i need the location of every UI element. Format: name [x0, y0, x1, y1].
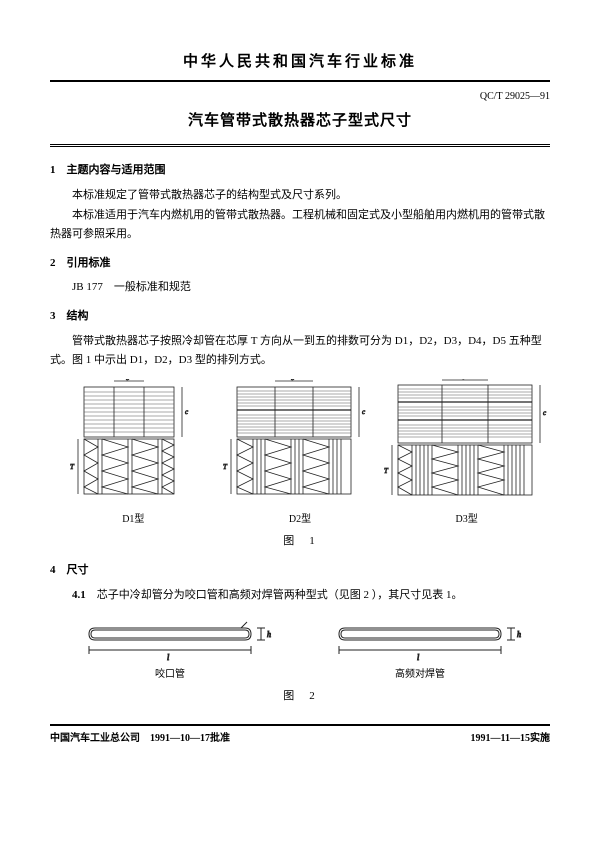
figure-1-label-d3: D3型: [456, 511, 478, 528]
org-title: 中华人民共和国汽车行业标准: [50, 50, 550, 76]
section-3-heading: 3 结构: [50, 307, 550, 326]
svg-text:h: h: [517, 630, 521, 639]
svg-text:c: c: [362, 408, 366, 416]
svg-text:b: b: [291, 379, 295, 382]
header-rule: [50, 80, 550, 82]
svg-text:b: b: [126, 379, 130, 382]
section-2-reference: JB 177 一般标准和规范: [50, 278, 550, 297]
figure-2-label-right: 高频对焊管: [395, 666, 445, 683]
figure-2: l h l h: [50, 614, 550, 664]
svg-text:T: T: [70, 463, 75, 471]
figure-1-d1: b c T: [50, 379, 207, 509]
figure-2-right: l h: [325, 614, 525, 664]
figure-2-labels: 咬口管 高频对焊管: [50, 666, 550, 683]
figure-1-label-d2: D2型: [289, 511, 311, 528]
svg-text:b: b: [462, 379, 466, 381]
figure-1-caption: 图 1: [50, 532, 550, 551]
clause-4-1-label: 4.1: [72, 589, 86, 601]
svg-text:l: l: [167, 653, 170, 662]
figure-2-left: l h: [75, 614, 275, 664]
standard-code: QC/T 29025—91: [50, 88, 550, 105]
svg-text:c: c: [185, 408, 189, 416]
svg-text:T: T: [384, 467, 389, 475]
svg-text:h: h: [267, 630, 271, 639]
figure-1-label-d1: D1型: [122, 511, 144, 528]
title-rule: [50, 144, 550, 147]
figure-2-label-left: 咬口管: [155, 666, 185, 683]
figure-1-labels: D1型 D2型 D3型: [50, 511, 550, 528]
section-4-para-1: 4.1 芯子中冷却管分为咬口管和高频对焊管两种型式（见图 2 ），其尺寸见表 1…: [50, 586, 550, 605]
footer-rule: [50, 724, 550, 726]
svg-text:c: c: [543, 409, 547, 417]
footer-approval: 中国汽车工业总公司 1991—10—17批准: [50, 730, 230, 747]
svg-text:l: l: [417, 653, 420, 662]
figure-1-d2: b c T: [215, 379, 372, 509]
figure-1-d3: b c: [380, 379, 550, 509]
section-2-heading: 2 引用标准: [50, 254, 550, 273]
svg-text:T: T: [223, 463, 228, 471]
section-3-para-1: 管带式散热器芯子按照冷却管在芯厚 T 方向从一到五的排数可分为 D1，D2，D3…: [50, 332, 550, 369]
footer-implementation: 1991—11—15实施: [471, 730, 550, 747]
clause-4-1-text: 芯子中冷却管分为咬口管和高频对焊管两种型式（见图 2 ），其尺寸见表 1。: [97, 589, 463, 601]
figure-2-caption: 图 2: [50, 687, 550, 706]
footer: 中国汽车工业总公司 1991—10—17批准 1991—11—15实施: [50, 730, 550, 747]
section-1-para-2: 本标准适用于汽车内燃机用的管带式散热器。工程机械和固定式及小型船舶用内燃机用的管…: [50, 206, 550, 243]
section-1-para-1: 本标准规定了管带式散热器芯子的结构型式及尺寸系列。: [50, 186, 550, 205]
section-1-heading: 1 主题内容与适用范围: [50, 161, 550, 180]
document-title: 汽车管带式散热器芯子型式尺寸: [50, 109, 550, 135]
section-4-heading: 4 尺寸: [50, 561, 550, 580]
figure-1: b c T: [50, 379, 550, 509]
